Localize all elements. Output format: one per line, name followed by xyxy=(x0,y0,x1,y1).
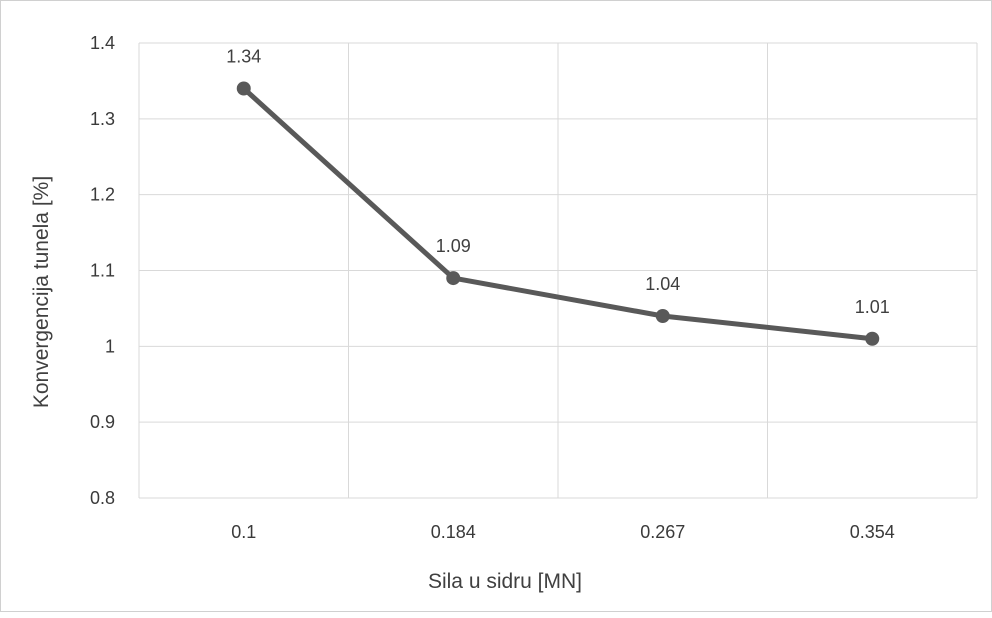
y-axis-tick-labels: 0.8 0.9 1 1.1 1.2 1.3 1.4 xyxy=(90,33,115,508)
y-tick-label: 1.3 xyxy=(90,109,115,129)
x-axis-tick-labels: 0.1 0.184 0.267 0.354 xyxy=(231,522,895,542)
data-point xyxy=(865,331,880,346)
y-tick-label: 1.2 xyxy=(90,185,115,205)
x-tick-label: 0.267 xyxy=(640,522,685,542)
y-tick-label: 1.4 xyxy=(90,33,115,53)
y-tick-label: 1 xyxy=(105,336,115,356)
grid-lines xyxy=(138,42,978,499)
y-axis-title: Konvergencija tunela [%] xyxy=(30,176,53,408)
data-point xyxy=(446,271,461,286)
data-point xyxy=(236,81,251,96)
data-label: 1.04 xyxy=(645,274,680,294)
data-label: 1.01 xyxy=(855,297,890,317)
x-tick-label: 0.184 xyxy=(431,522,476,542)
x-tick-label: 0.1 xyxy=(231,522,256,542)
data-point xyxy=(655,309,670,323)
x-axis-title: Sila u sidru [MN] xyxy=(428,570,582,593)
x-tick-label: 0.354 xyxy=(850,522,895,542)
y-tick-label: 1.1 xyxy=(90,261,115,281)
y-tick-label: 0.9 xyxy=(90,412,115,432)
data-labels: 1.34 1.09 1.04 1.01 xyxy=(226,47,890,317)
series-line xyxy=(241,86,875,342)
series-group xyxy=(236,81,880,346)
y-tick-label: 0.8 xyxy=(90,488,115,508)
data-label: 1.34 xyxy=(226,47,261,67)
data-label: 1.09 xyxy=(436,236,471,256)
